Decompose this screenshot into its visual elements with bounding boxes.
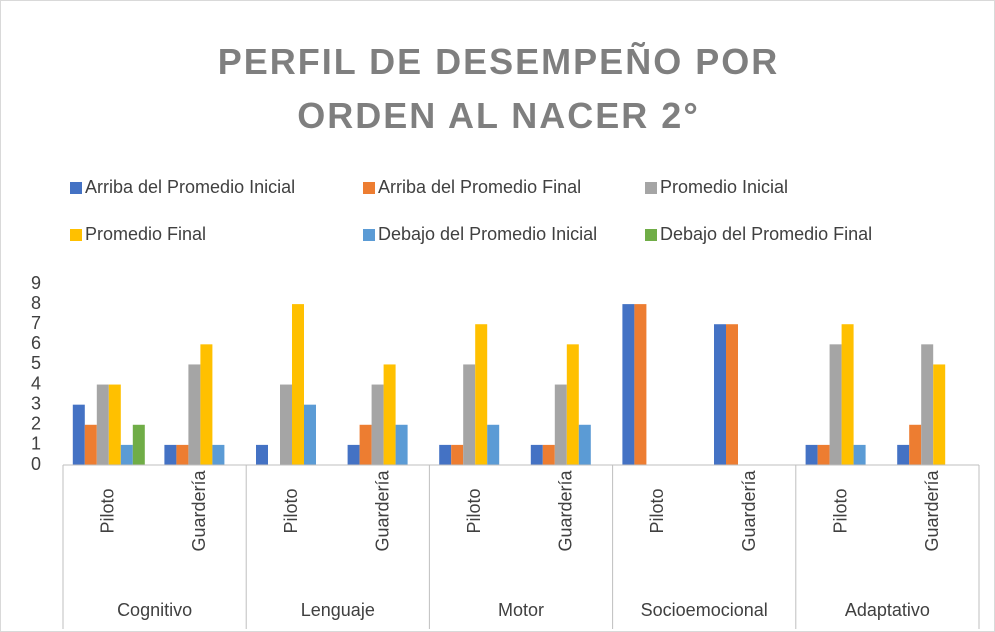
bar [921, 344, 934, 465]
y-tick-label: 7 [31, 313, 41, 333]
y-tick-label: 9 [31, 273, 41, 293]
bar [463, 364, 476, 465]
legend-swatch [70, 182, 82, 194]
y-tick-label: 1 [31, 434, 41, 454]
bar [475, 324, 488, 465]
bar [897, 444, 910, 465]
bar [212, 444, 225, 465]
group-label: Lenguaje [301, 600, 375, 620]
bar [132, 424, 145, 465]
bar [841, 324, 854, 465]
x-tick-label: Guardería [922, 469, 942, 551]
y-tick-label: 4 [31, 373, 41, 393]
bar [256, 444, 268, 465]
bar [805, 444, 818, 465]
bar [439, 444, 452, 465]
bar [120, 444, 133, 465]
group-label: Motor [498, 600, 544, 620]
bar [200, 344, 213, 465]
legend-swatch [645, 182, 657, 194]
legend-label: Promedio Final [85, 224, 206, 244]
bar [108, 384, 121, 465]
y-tick-label: 2 [31, 414, 41, 434]
legend-swatch [363, 182, 375, 194]
x-tick-label: Guardería [556, 469, 576, 551]
bar [383, 364, 396, 465]
legend-label: Debajo del Promedio Final [660, 224, 872, 244]
legend-swatch [70, 229, 82, 241]
bar [853, 444, 866, 465]
group-label: Cognitivo [117, 600, 192, 620]
bar [280, 384, 292, 465]
bar [530, 444, 543, 465]
bar [933, 364, 946, 465]
legend-swatch [645, 229, 657, 241]
y-tick-label: 6 [31, 333, 41, 353]
legend-swatch [363, 229, 375, 241]
bar [829, 344, 842, 465]
y-tick-label: 5 [31, 353, 41, 373]
legend-label: Debajo del Promedio Inicial [378, 224, 597, 244]
bar [188, 364, 201, 465]
bar [164, 444, 177, 465]
x-tick-label: Piloto [830, 488, 850, 533]
bar [622, 304, 635, 465]
bar [176, 444, 189, 465]
bar [304, 404, 316, 465]
x-tick-label: Piloto [98, 488, 118, 533]
title-box: PERFIL DE DESEMPEÑO POR ORDEN AL NACER 2… [1, 35, 994, 143]
group-label: Socioemocional [641, 600, 768, 620]
x-tick-label: Guardería [739, 469, 759, 551]
chart-title: PERFIL DE DESEMPEÑO POR ORDEN AL NACER 2… [217, 41, 780, 136]
x-tick-label: Piloto [464, 488, 484, 533]
bar [726, 324, 738, 465]
bar [634, 304, 647, 465]
bar [72, 404, 85, 465]
bar [96, 384, 109, 465]
bar [359, 424, 372, 465]
bar [714, 324, 726, 465]
legend-label: Arriba del Promedio Inicial [85, 177, 295, 197]
bar [292, 304, 304, 465]
bar [566, 344, 579, 465]
bar [817, 444, 830, 465]
bar [371, 384, 384, 465]
bar [487, 424, 500, 465]
x-tick-label: Guardería [189, 469, 209, 551]
bar [909, 424, 922, 465]
bar [451, 444, 464, 465]
group-label: Adaptativo [845, 600, 930, 620]
legend-label: Arriba del Promedio Final [378, 177, 581, 197]
x-tick-label: Piloto [647, 488, 667, 533]
y-tick-label: 0 [31, 454, 41, 474]
bar [84, 424, 97, 465]
legend-label: Promedio Inicial [660, 177, 788, 197]
x-tick-label: Piloto [281, 488, 301, 533]
y-tick-label: 8 [31, 293, 41, 313]
bar [554, 384, 567, 465]
bar [347, 444, 360, 465]
x-tick-label: Guardería [372, 469, 392, 551]
bar [578, 424, 591, 465]
bar [395, 424, 408, 465]
y-tick-label: 3 [31, 393, 41, 413]
bar [542, 444, 555, 465]
